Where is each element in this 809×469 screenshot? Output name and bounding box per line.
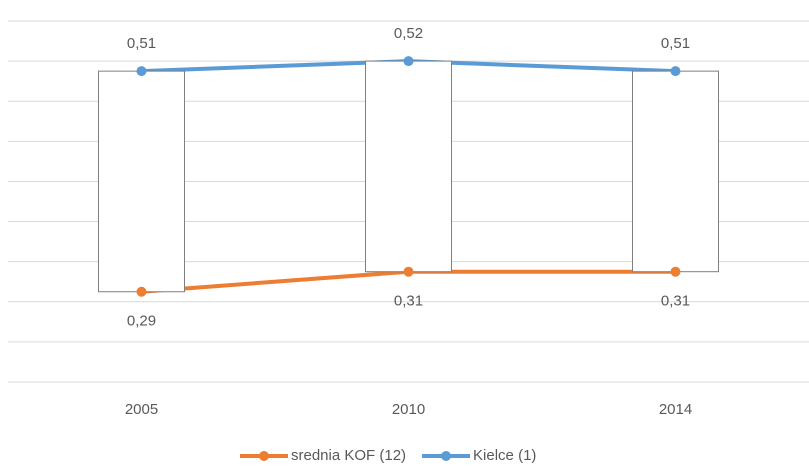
- x-tick-label: 2005: [125, 401, 158, 418]
- series-marker: [670, 66, 681, 77]
- x-tick-label: 2014: [659, 401, 692, 418]
- legend-label: srednia KOF (12): [291, 447, 406, 464]
- data-label: 0,31: [661, 293, 690, 310]
- x-tick-label: 2010: [392, 401, 425, 418]
- series-marker: [403, 56, 414, 67]
- series-marker: [403, 266, 414, 277]
- legend-item: Kielce (1): [422, 447, 536, 464]
- series-marker: [136, 66, 147, 77]
- legend-marker: [259, 451, 269, 461]
- legend-item: srednia KOF (12): [240, 447, 406, 464]
- up-down-bar: [98, 70, 185, 293]
- legend-marker: [441, 451, 452, 461]
- legend-label: Kielce (1): [473, 447, 536, 464]
- data-label: 0,51: [661, 35, 690, 52]
- up-down-bar: [632, 70, 719, 273]
- up-down-bar: [365, 60, 452, 273]
- data-label: 0,52: [394, 25, 423, 42]
- data-label: 0,31: [394, 293, 423, 310]
- series-marker: [670, 266, 681, 277]
- data-label: 0,29: [127, 313, 156, 330]
- series-marker: [136, 286, 147, 297]
- data-label: 0,51: [127, 35, 156, 52]
